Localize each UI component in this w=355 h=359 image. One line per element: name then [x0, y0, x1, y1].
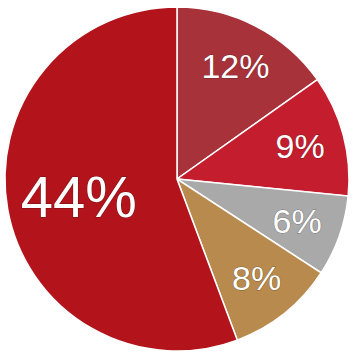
chart: 12% 9% 6% 8% 44% [0, 0, 355, 359]
pie-slice [177, 80, 349, 197]
data-labels: 12% 9% 6% 8% 44% [21, 47, 325, 297]
pie [5, 7, 349, 351]
data-label: 9% [275, 127, 324, 165]
data-label: 8% [232, 259, 281, 297]
data-label: 6% [273, 202, 322, 240]
data-label: 44% [21, 164, 137, 229]
data-label: 12% [201, 47, 269, 85]
